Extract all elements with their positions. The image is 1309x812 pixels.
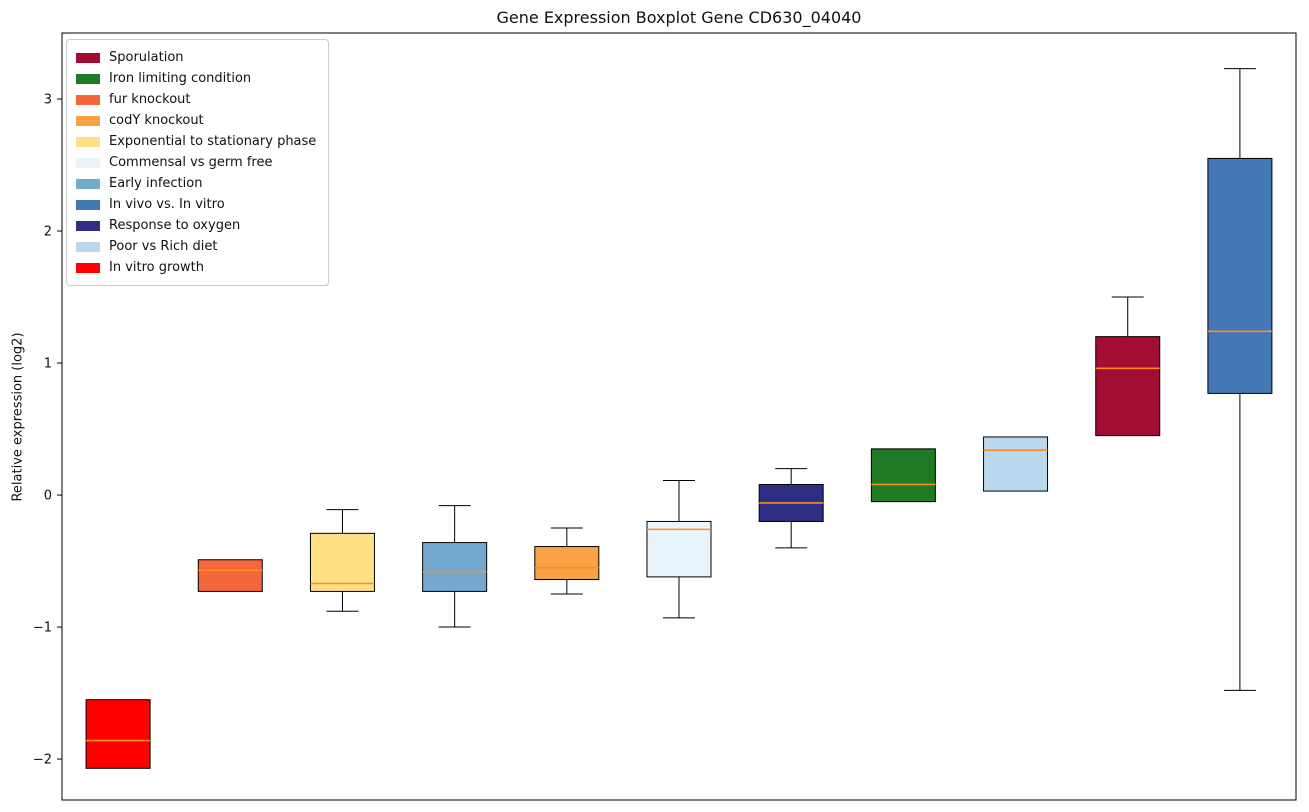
box-group-early-infection bbox=[422, 505, 488, 628]
legend-swatch bbox=[76, 52, 100, 63]
legend-swatch bbox=[76, 262, 100, 273]
legend-label: fur knockout bbox=[109, 92, 191, 107]
legend-item: Sporulation bbox=[76, 47, 316, 68]
legend-item: In vivo vs. In vitro bbox=[76, 194, 316, 215]
legend-item: Response to oxygen bbox=[76, 215, 316, 236]
box bbox=[85, 699, 151, 769]
legend-label: Exponential to stationary phase bbox=[109, 134, 317, 149]
y-tick-label: 1 bbox=[44, 357, 52, 372]
box-group-commensal-vs-germ-free bbox=[646, 480, 712, 619]
box bbox=[309, 532, 375, 592]
box-group-in-vitro-growth bbox=[85, 699, 151, 769]
legend-item: codY knockout bbox=[76, 110, 316, 131]
box-group-fur-knockout bbox=[197, 559, 263, 592]
box bbox=[983, 436, 1049, 492]
legend-item: Poor vs Rich diet bbox=[76, 236, 316, 257]
y-tick-label: 3 bbox=[44, 93, 52, 108]
legend-item: Exponential to stationary phase bbox=[76, 131, 316, 152]
legend-swatch bbox=[76, 178, 100, 189]
box bbox=[870, 448, 936, 503]
legend-label: Early infection bbox=[109, 176, 203, 191]
box-group-sporulation bbox=[1095, 296, 1161, 437]
legend-item: Iron limiting condition bbox=[76, 68, 316, 89]
box bbox=[197, 559, 263, 592]
legend-label: Commensal vs germ free bbox=[109, 155, 273, 170]
legend-item: fur knockout bbox=[76, 89, 316, 110]
legend-item: In vitro growth bbox=[76, 257, 316, 278]
legend: Sporulation Iron limiting condition fur kn… bbox=[66, 39, 330, 286]
legend-item: Early infection bbox=[76, 173, 316, 194]
legend-swatch bbox=[76, 94, 100, 105]
box-group-cody-knockout bbox=[534, 527, 600, 595]
box-group-in-vivo-vs-in-vitro bbox=[1207, 68, 1273, 691]
box-group-iron-limiting-condition bbox=[870, 448, 936, 503]
box bbox=[1207, 157, 1273, 394]
legend-label: Poor vs Rich diet bbox=[109, 239, 218, 254]
box-group-poor-vs-rich-diet bbox=[983, 436, 1049, 492]
box-group-response-to-oxygen bbox=[758, 468, 824, 549]
legend-swatch bbox=[76, 157, 100, 168]
y-tick-label: −2 bbox=[33, 753, 52, 768]
legend-swatch bbox=[76, 220, 100, 231]
box-group-exponential-to-stationary-phase bbox=[309, 509, 375, 612]
legend-label: Iron limiting condition bbox=[109, 71, 252, 86]
legend-label: codY knockout bbox=[109, 113, 204, 128]
y-tick-label: −1 bbox=[33, 621, 52, 636]
y-tick-label: 0 bbox=[44, 489, 52, 504]
legend-label: In vivo vs. In vitro bbox=[109, 197, 225, 212]
legend-label: Response to oxygen bbox=[109, 218, 241, 233]
box bbox=[646, 520, 712, 578]
legend-swatch bbox=[76, 199, 100, 210]
box bbox=[1095, 336, 1161, 437]
legend-swatch bbox=[76, 73, 100, 84]
legend-item: Commensal vs germ free bbox=[76, 152, 316, 173]
legend-label: In vitro growth bbox=[109, 260, 204, 275]
legend-swatch bbox=[76, 241, 100, 252]
legend-label: Sporulation bbox=[109, 50, 184, 65]
box bbox=[422, 542, 488, 592]
y-axis-ticks: −2 −1 0 1 2 3 bbox=[33, 93, 62, 768]
legend-swatch bbox=[76, 136, 100, 147]
legend-swatch bbox=[76, 115, 100, 126]
box bbox=[534, 546, 600, 581]
y-tick-label: 2 bbox=[44, 225, 52, 240]
chart-title: Gene Expression Boxplot Gene CD630_04040 bbox=[496, 8, 862, 27]
